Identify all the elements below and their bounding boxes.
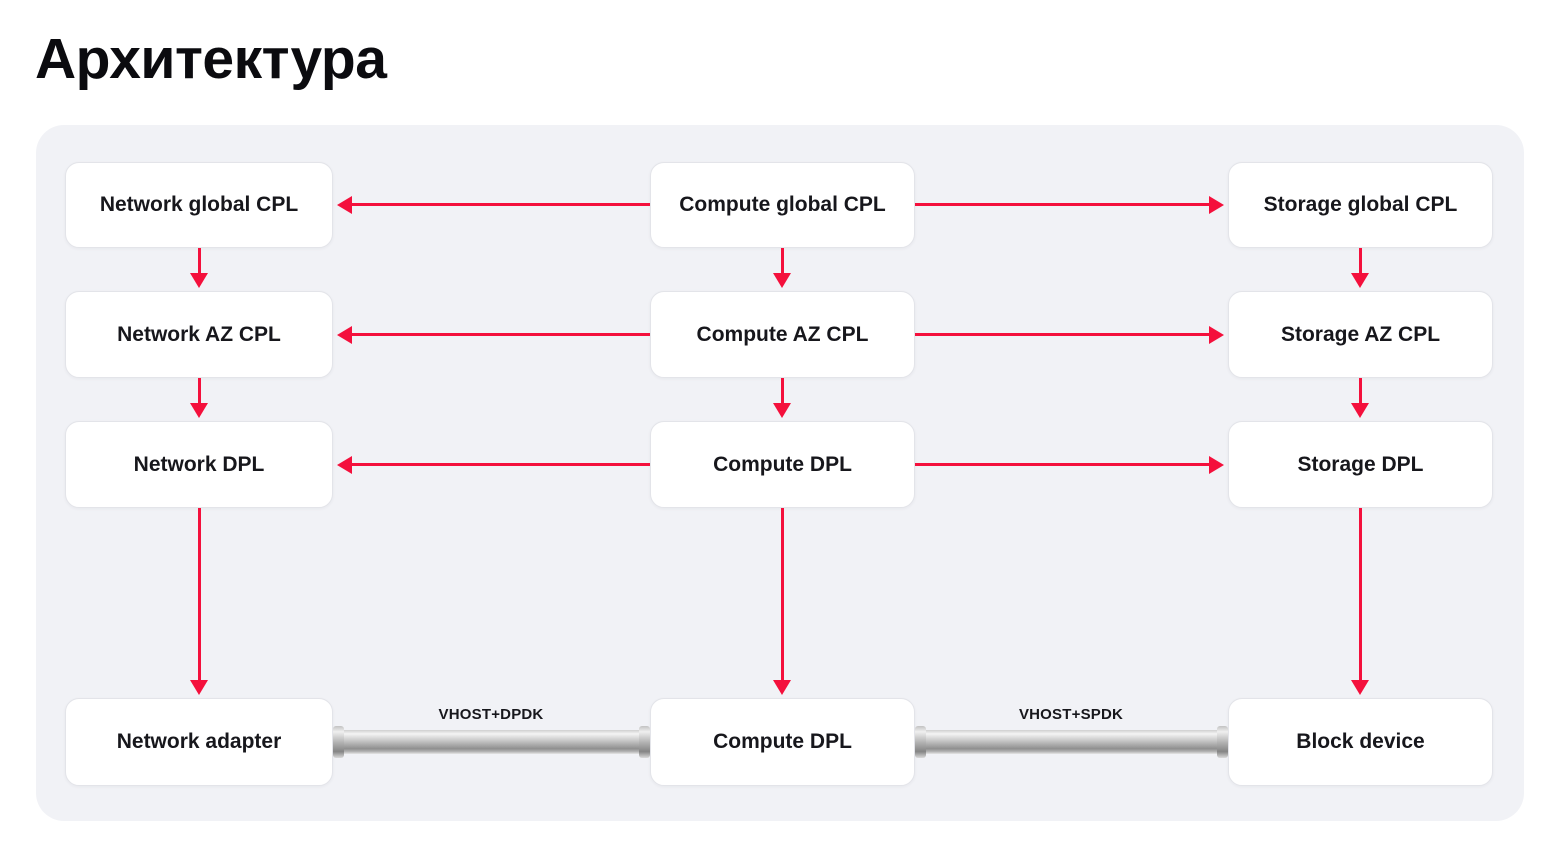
arrow-line-compute-to-storage-az <box>915 333 1210 336</box>
pipe-vhost-dpdk <box>340 730 645 754</box>
pipe-cap-icon <box>1217 726 1228 758</box>
page-title: Архитектура <box>35 27 387 91</box>
arrowhead-down-icon <box>190 403 208 418</box>
arrow-line-compute-to-network-global <box>351 203 650 206</box>
arrowhead-left-icon <box>337 456 352 474</box>
arrow-line-compute-global-down <box>781 248 784 274</box>
node-network-global-cpl: Network global CPL <box>65 162 333 248</box>
node-compute-az-cpl: Compute AZ CPL <box>650 291 915 378</box>
arrowhead-down-icon <box>190 680 208 695</box>
arrow-line-storage-dpl-down <box>1359 508 1362 681</box>
arrowhead-left-icon <box>337 326 352 344</box>
node-storage-az-cpl: Storage AZ CPL <box>1228 291 1493 378</box>
arrow-line-network-global-down <box>198 248 201 274</box>
node-storage-global-cpl: Storage global CPL <box>1228 162 1493 248</box>
arrow-line-compute-to-storage-dpl <box>915 463 1210 466</box>
arrowhead-down-icon <box>773 403 791 418</box>
pipe-cap-icon <box>639 726 650 758</box>
arrowhead-down-icon <box>1351 680 1369 695</box>
node-block-device: Block device <box>1228 698 1493 786</box>
arrowhead-down-icon <box>1351 403 1369 418</box>
node-compute-dpl: Compute DPL <box>650 421 915 508</box>
node-storage-dpl: Storage DPL <box>1228 421 1493 508</box>
arrowhead-right-icon <box>1209 196 1224 214</box>
node-compute-global-cpl: Compute global CPL <box>650 162 915 248</box>
node-compute-dpl-bottom: Compute DPL <box>650 698 915 786</box>
arrowhead-left-icon <box>337 196 352 214</box>
arrow-line-storage-global-down <box>1359 248 1362 274</box>
arrowhead-down-icon <box>773 680 791 695</box>
arrow-line-compute-dpl-down <box>781 508 784 681</box>
node-network-az-cpl: Network AZ CPL <box>65 291 333 378</box>
arrowhead-down-icon <box>190 273 208 288</box>
arrow-line-compute-to-network-az <box>351 333 650 336</box>
pipe-label-vhost-spdk: VHOST+SPDK <box>1018 706 1124 723</box>
arrow-line-compute-to-storage-global <box>915 203 1210 206</box>
arrowhead-down-icon <box>1351 273 1369 288</box>
node-network-adapter: Network adapter <box>65 698 333 786</box>
arrow-line-storage-az-down <box>1359 378 1362 404</box>
arrowhead-down-icon <box>773 273 791 288</box>
arrowhead-right-icon <box>1209 326 1224 344</box>
pipe-label-vhost-dpdk: VHOST+DPDK <box>438 706 544 723</box>
arrow-line-network-dpl-down <box>198 508 201 681</box>
node-network-dpl: Network DPL <box>65 421 333 508</box>
pipe-vhost-spdk <box>920 730 1220 754</box>
arrow-line-compute-az-down <box>781 378 784 404</box>
pipe-cap-icon <box>915 726 926 758</box>
pipe-cap-icon <box>333 726 344 758</box>
arrow-line-compute-to-network-dpl <box>351 463 650 466</box>
arrowhead-right-icon <box>1209 456 1224 474</box>
arrow-line-network-az-down <box>198 378 201 404</box>
